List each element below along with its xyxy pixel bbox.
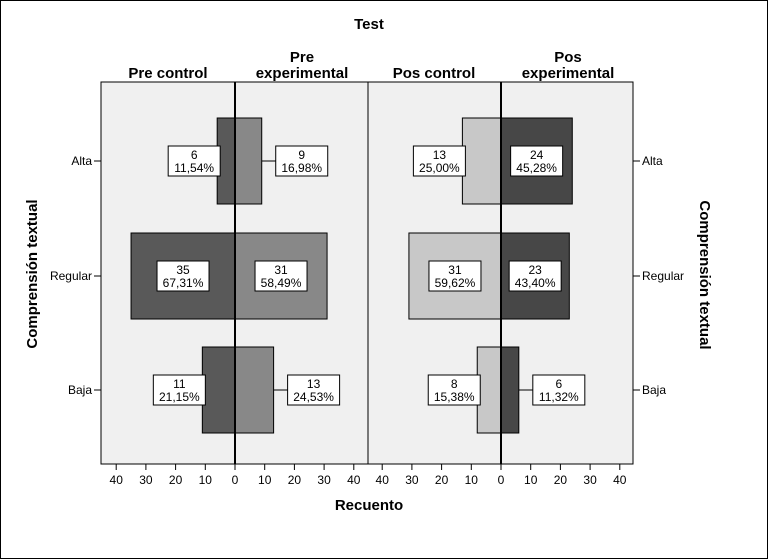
x-tick-label-p1-2: 20	[169, 473, 183, 487]
x-tick-label-p1-8: 40	[347, 473, 361, 487]
data-label-pos-control-alta-percent: 25,00%	[419, 161, 460, 175]
x-tick-label-p2-4: 0	[498, 473, 505, 487]
y-tick-label-left-baja: Baja	[68, 383, 92, 397]
series-header-pos-experimental-line2: experimental	[522, 65, 615, 82]
data-label-pos-experimental-baja-percent: 11,32%	[539, 390, 579, 404]
data-label-pre-control-regular-box	[156, 260, 210, 292]
data-label-pre-control-baja-count: 11	[173, 377, 186, 391]
data-label-pos-experimental-baja-box	[532, 374, 586, 406]
bar-pos-control-alta	[461, 117, 502, 205]
bar-pos-experimental-baja	[500, 346, 520, 434]
series-header-pre-control: Pre control	[128, 65, 207, 82]
data-label-pos-control-baja-box	[427, 374, 481, 406]
data-label-pre-experimental-baja-count: 13	[307, 377, 321, 391]
data-label-pos-experimental-alta-percent: 45,28%	[516, 161, 557, 175]
data-label-pre-control-baja-box	[152, 374, 206, 406]
y-tick-label-right-regular: Regular	[642, 269, 684, 283]
x-tick-label-p2-8: 40	[613, 473, 627, 487]
series-header-pre-experimental: Pre	[290, 49, 314, 66]
data-label-pre-experimental-alta-percent: 16,98%	[281, 161, 322, 175]
x-tick-label-p1-3: 10	[199, 473, 213, 487]
data-label-pre-control-regular-count: 35	[176, 263, 190, 277]
y-axis-label-right: Comprensión textual	[696, 200, 713, 349]
x-tick-label-p2-1: 30	[405, 473, 419, 487]
y-axis-label-left: Comprensión textual	[24, 199, 41, 348]
data-label-pre-experimental-baja-box	[287, 374, 341, 406]
data-label-pos-control-baja-percent: 15,38%	[434, 390, 475, 404]
data-label-pos-control-alta-box	[412, 145, 466, 177]
data-label-pos-control-alta-count: 13	[433, 148, 447, 162]
data-label-pos-control-regular-box	[428, 260, 482, 292]
series-header-pos-experimental: Pos	[554, 49, 582, 66]
x-tick-label-p1-7: 30	[317, 473, 331, 487]
series-header-pos-control: Pos control	[393, 65, 476, 82]
y-tick-label-right-baja: Baja	[642, 383, 666, 397]
y-tick-label-left-regular: Regular	[50, 269, 92, 283]
data-label-pos-control-baja-count: 8	[451, 377, 458, 391]
data-label-pos-control-regular-percent: 59,62%	[435, 276, 476, 290]
x-tick-label-p2-0: 40	[376, 473, 390, 487]
data-label-pre-experimental-baja-percent: 24,53%	[293, 390, 334, 404]
data-label-pre-experimental-regular-box	[254, 260, 308, 292]
x-tick-label-p2-6: 20	[554, 473, 568, 487]
data-label-pos-experimental-baja-count: 6	[555, 377, 562, 391]
chart-title: Test	[354, 16, 384, 33]
x-tick-label-p1-6: 20	[288, 473, 302, 487]
series-header-pre-experimental-line2: experimental	[256, 65, 349, 82]
data-label-pre-control-alta-percent: 11,54%	[174, 161, 214, 175]
x-tick-label-p2-5: 10	[524, 473, 538, 487]
data-label-pre-control-alta-count: 6	[191, 148, 198, 162]
bar-pos-control-baja	[476, 346, 502, 434]
x-tick-label-p2-3: 10	[465, 473, 479, 487]
x-tick-label-p1-0: 40	[110, 473, 124, 487]
x-axis-label: Recuento	[335, 497, 403, 514]
data-label-pre-control-alta-box	[167, 145, 221, 177]
data-label-pos-experimental-alta-count: 24	[530, 148, 544, 162]
y-tick-label-left-alta: Alta	[71, 154, 92, 168]
data-label-pos-experimental-alta-box	[510, 145, 564, 177]
x-tick-label-p2-7: 30	[583, 473, 597, 487]
x-tick-label-p1-1: 30	[139, 473, 153, 487]
data-label-pos-experimental-regular-percent: 43,40%	[515, 276, 556, 290]
bar-pre-control-baja	[201, 346, 236, 434]
data-label-pos-control-regular-count: 31	[448, 263, 462, 277]
data-label-pre-experimental-regular-percent: 58,49%	[261, 276, 302, 290]
data-label-pre-experimental-alta-box	[275, 145, 329, 177]
data-label-pre-control-regular-percent: 67,31%	[163, 276, 204, 290]
bar-pre-experimental-baja	[234, 346, 275, 434]
y-tick-label-right-alta: Alta	[642, 154, 663, 168]
x-tick-label-p1-5: 10	[258, 473, 272, 487]
data-label-pre-experimental-alta-count: 9	[298, 148, 305, 162]
bar-pre-experimental-alta	[234, 117, 263, 205]
x-tick-label-p1-4: 0	[232, 473, 239, 487]
data-label-pre-control-baja-percent: 21,15%	[159, 390, 200, 404]
data-label-pre-experimental-regular-count: 31	[274, 263, 288, 277]
data-label-pos-experimental-regular-box	[508, 260, 562, 292]
x-tick-label-p2-2: 20	[435, 473, 449, 487]
data-label-pos-experimental-regular-count: 23	[528, 263, 542, 277]
